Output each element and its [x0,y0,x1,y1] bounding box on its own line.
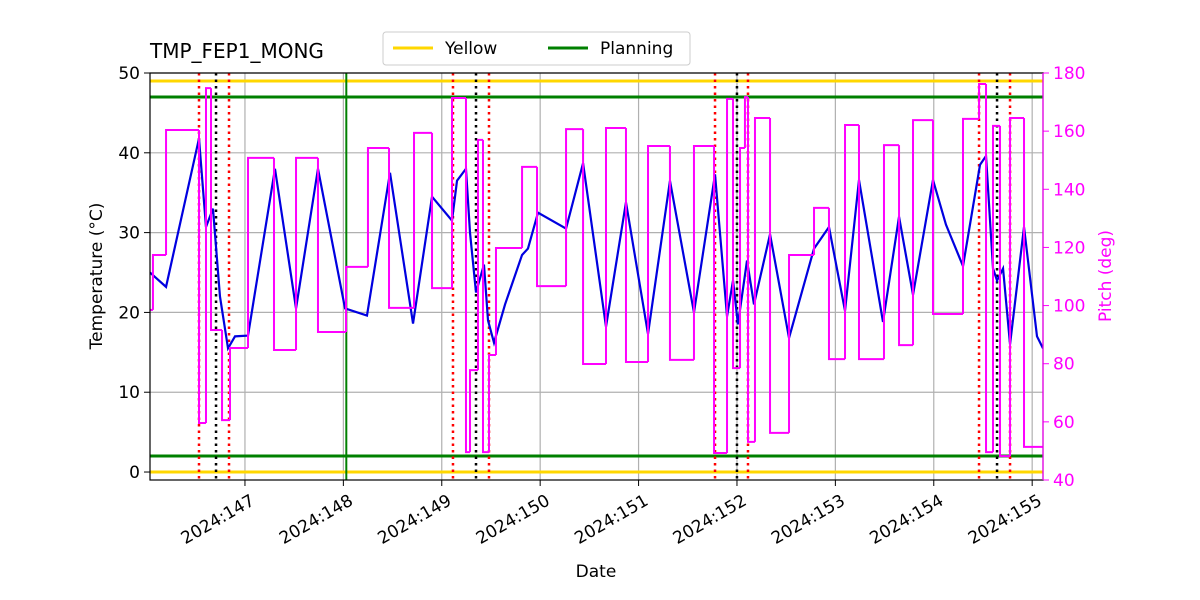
pitch-step [978,83,987,119]
x-tick-label: 2024:151 [571,491,652,549]
pitch-step [732,98,741,370]
y2-tick-label: 40 [1053,471,1075,491]
pitch-step [413,131,433,308]
pitch-step [536,166,567,288]
pitch-step [743,96,748,149]
chart-title: TMP_FEP1_MONG [149,39,324,63]
y2-tick-label: 140 [1053,180,1085,200]
pitch-step [481,139,489,454]
legend-label: Yellow [444,39,497,59]
pitch-step [494,247,523,355]
x-tick-label: 2024:149 [375,491,456,549]
pitch-step [739,147,745,369]
pitch-step [961,117,980,315]
pitch-step [165,128,200,255]
pitch-step [882,144,900,360]
x-tick-label: 2024:152 [670,491,751,549]
pitch-step [476,138,483,371]
pitch-step [1023,118,1043,448]
pitch-step [788,253,815,433]
pitch-step [713,145,728,454]
pitch-step [198,129,206,425]
y-axis-label: Temperature (°C) [87,203,107,351]
pitch-step [912,119,933,346]
pitch-step [857,125,884,361]
pitch-step [998,125,1011,458]
pitch-step [345,265,368,333]
pitch-step [366,147,390,267]
pitch-step [931,120,963,316]
pitch-step [985,84,994,454]
pitch-step [565,128,584,287]
pitch-step [1009,117,1025,457]
pitch-step [624,127,649,363]
pitch-step [604,126,626,365]
y2-tick-label: 100 [1053,297,1085,317]
x-axis-label: Date [576,562,617,582]
pitch-step [647,144,670,362]
pitch-step [431,132,452,290]
pitch-step [582,129,606,366]
pitch-step [221,329,231,422]
temperature-line [150,138,1043,352]
y2-tick-label: 60 [1053,413,1075,433]
pitch-step [992,124,1000,453]
y2-tick-label: 80 [1053,355,1075,375]
y-tick-label: 10 [118,383,140,403]
pitch-step [726,97,734,453]
pitch-step [521,165,538,249]
y-tick-label: 40 [118,144,140,164]
pitch-step [316,157,347,334]
pitch-step [295,156,318,351]
pitch-step [272,157,297,352]
pitch-step [753,117,771,442]
y-tick-label: 20 [118,303,140,323]
pitch-step [469,369,478,453]
x-tick-label: 2024:155 [965,491,1046,549]
pitch-step [487,353,496,453]
legend-label: Planning [600,39,673,59]
pitch-step [388,148,415,309]
y2-tick-label: 120 [1053,238,1085,258]
pitch-step [210,88,223,331]
pitch-step [692,144,715,360]
y-tick-label: 30 [118,224,140,244]
y-tick-label: 50 [118,64,140,84]
legend: Yellow Planning [382,31,691,66]
pitch-step [247,156,274,349]
y2-tick-label: 160 [1053,122,1085,142]
y-tick-label: 0 [129,463,140,483]
pitch-step [844,124,859,360]
legend-box [382,31,691,66]
pitch-step [151,253,167,310]
plot-area [150,73,1043,480]
y2-tick-label: 180 [1053,64,1085,84]
pitch-step [769,118,790,434]
pitch-step [746,97,755,443]
pitch-step [229,347,249,421]
pitch-step [898,145,914,347]
pitch-step [450,97,466,289]
pitch-step [204,87,212,424]
pitch-step [464,98,471,454]
axes: 2024:147 2024:148 2024:149 2024:150 2024:151… [118,64,1085,549]
pitch-step [668,145,694,361]
y2-axis-label: Pitch (deg) [1096,230,1116,322]
pitch-step [813,206,829,255]
x-tick-label: 2024:150 [473,491,554,549]
x-tick-label: 2024:154 [867,491,948,549]
x-tick-label: 2024:153 [768,491,849,549]
pitch-step [827,207,846,361]
x-tick-label: 2024:147 [178,491,259,549]
x-tick-label: 2024:148 [276,491,357,549]
